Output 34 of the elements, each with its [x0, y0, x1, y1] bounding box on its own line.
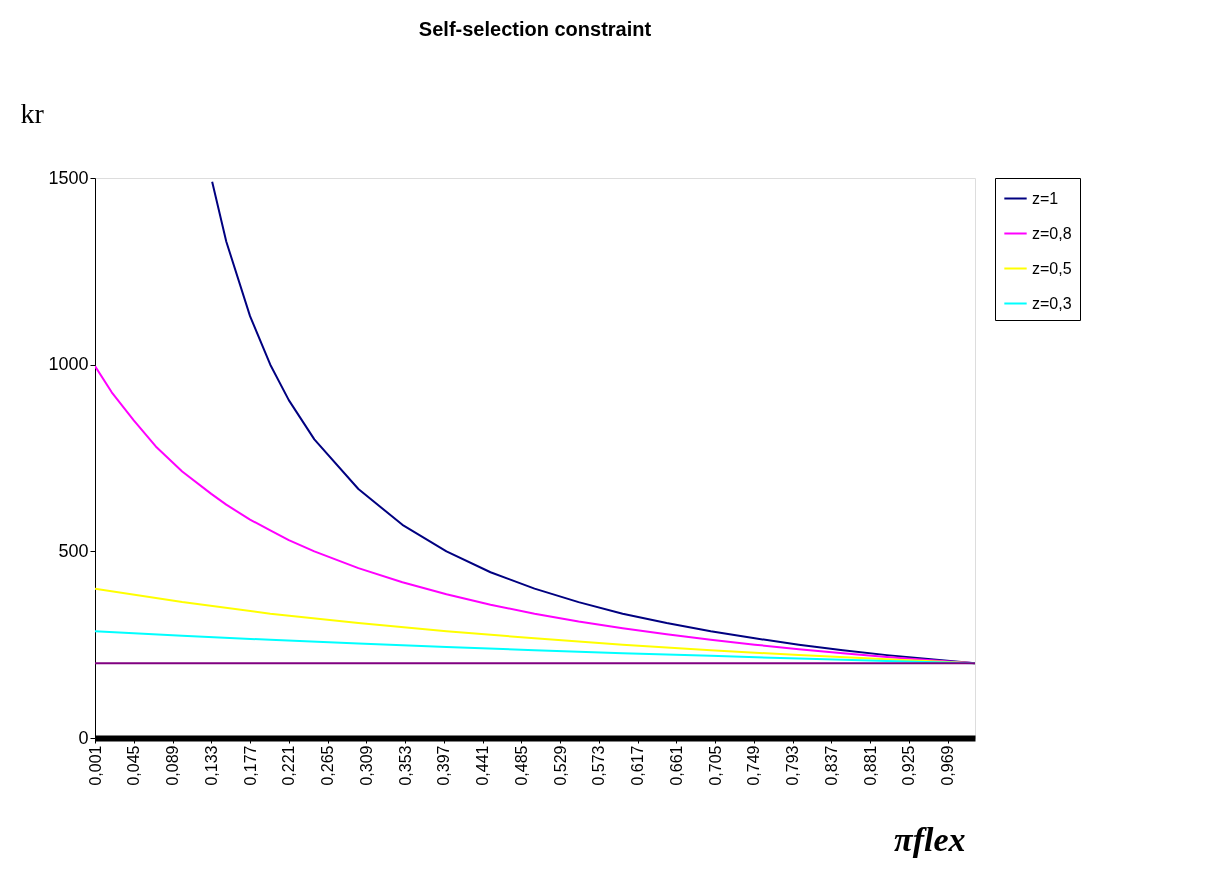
x-tick-label: 0,221 [280, 745, 298, 786]
legend-label: z=0,5 [1032, 259, 1072, 277]
y-tick-label: 500 [58, 540, 89, 561]
x-tick-label: 0,133 [202, 745, 220, 786]
x-axis-title: πflex [894, 820, 966, 858]
legend-label: z=0,8 [1032, 224, 1072, 242]
x-tick-label: 0,265 [319, 745, 337, 786]
legend-label: z=1 [1032, 189, 1059, 207]
x-tick-label: 0,705 [706, 745, 724, 786]
x-tick-label: 0,529 [551, 745, 569, 786]
y-tick-label: 1500 [48, 167, 89, 188]
x-tick-label: 0,001 [86, 745, 104, 786]
y-tick-label: 1000 [48, 354, 89, 375]
x-tick-label: 0,177 [241, 745, 259, 786]
x-tick-label: 0,881 [861, 745, 879, 786]
x-tick-label: 0,089 [164, 745, 182, 786]
x-tick-label: 0,045 [125, 745, 143, 786]
x-tick-label: 0,573 [590, 745, 608, 786]
x-tick-label: 0,617 [629, 745, 647, 786]
legend-label: z=0,3 [1032, 294, 1072, 312]
x-tick-label: 0,485 [512, 745, 530, 786]
y-tick-label: 0 [78, 727, 89, 748]
x-tick-label: 0,353 [396, 745, 414, 786]
x-tick-label: 0,661 [667, 745, 685, 786]
x-tick-label: 0,749 [745, 745, 763, 786]
y-axis-title: kr [20, 97, 45, 129]
x-tick-label: 0,837 [822, 745, 840, 786]
x-tick-label: 0,969 [939, 745, 957, 786]
x-tick-label: 0,309 [357, 745, 375, 786]
x-tick-label: 0,397 [435, 745, 453, 786]
x-tick-label: 0,441 [474, 745, 492, 786]
x-tick-label: 0,793 [784, 745, 802, 786]
x-tick-label: 0,925 [900, 745, 918, 786]
chart-title: Self-selection constraint [418, 18, 652, 40]
